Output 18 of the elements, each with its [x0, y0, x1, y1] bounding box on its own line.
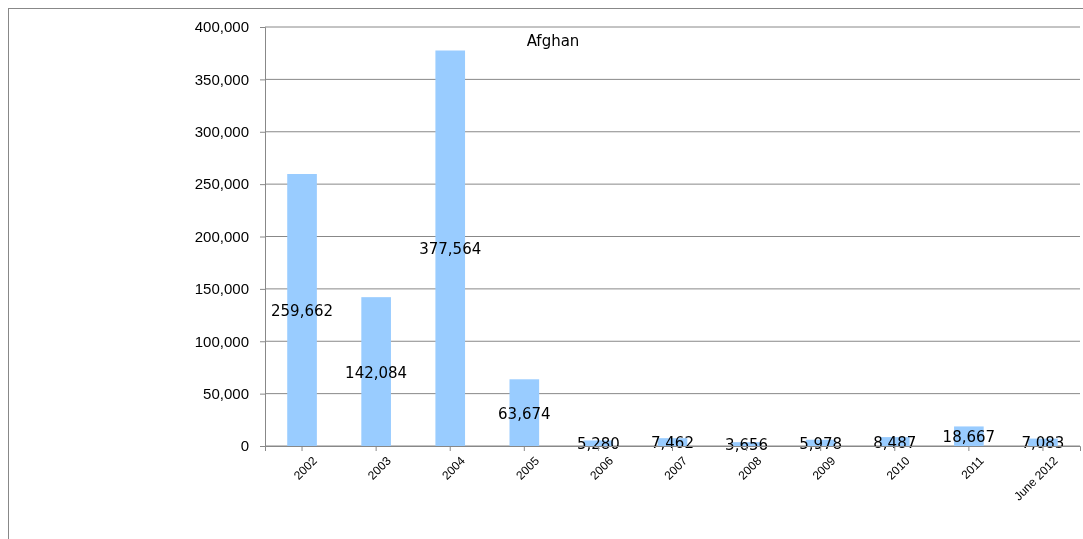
y-tick-label: 0 — [240, 437, 249, 455]
data-label: 63,674 — [498, 404, 551, 423]
chart-title: Afghan — [526, 32, 580, 50]
data-label: 5,280 — [576, 435, 620, 454]
y-tick-label: 200,000 — [194, 227, 249, 245]
data-label: 3,656 — [725, 436, 769, 455]
data-label: 5,978 — [799, 434, 843, 453]
y-tick-label: 100,000 — [194, 332, 249, 350]
y-tick-label: 150,000 — [194, 280, 249, 298]
data-label: 259,662 — [271, 302, 334, 320]
data-label: 142,084 — [345, 363, 408, 382]
y-tick-label: 50,000 — [203, 384, 249, 402]
y-tick-label: 300,000 — [194, 123, 249, 141]
data-label: 18,667 — [942, 428, 996, 447]
y-tick-label: 250,000 — [194, 175, 249, 193]
y-tick-label: 350,000 — [194, 70, 249, 88]
y-tick-label: 400,000 — [194, 18, 249, 36]
data-label: 377,564 — [419, 240, 482, 259]
